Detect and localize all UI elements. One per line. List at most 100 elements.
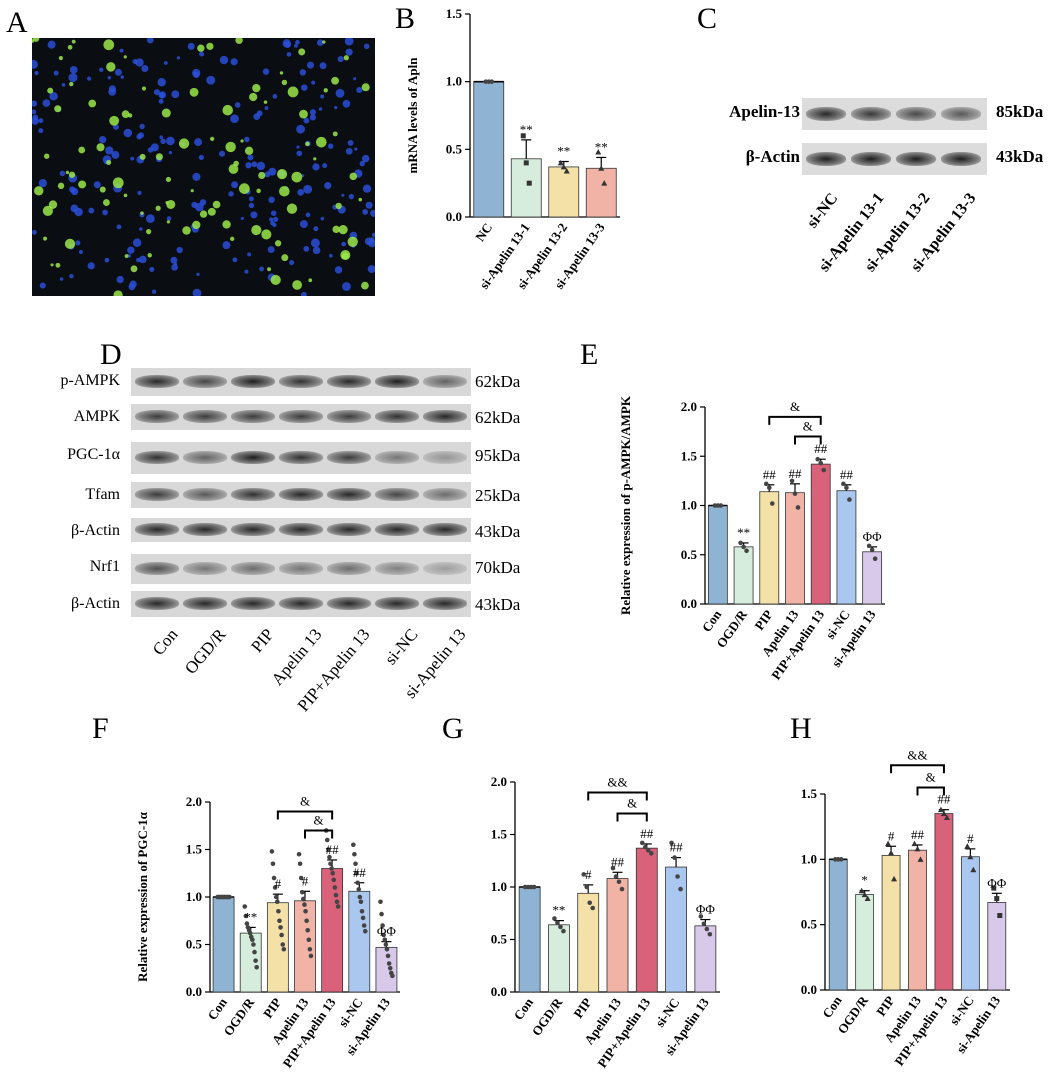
bar xyxy=(294,900,316,993)
blot-kda-label: 43kDa xyxy=(996,147,1044,166)
data-point xyxy=(847,497,852,502)
nucleus-dot xyxy=(69,273,74,279)
marker-dot xyxy=(209,136,215,142)
nucleus-dot xyxy=(282,39,291,48)
nucleus-dot xyxy=(324,182,332,190)
marker-dot xyxy=(361,83,370,92)
data-point xyxy=(885,840,892,847)
blot-band xyxy=(851,152,891,166)
nucleus-dot xyxy=(47,40,56,49)
nucleus-dot xyxy=(141,65,149,73)
marker-dot xyxy=(155,205,161,211)
nucleus-dot xyxy=(139,255,147,264)
blot-band xyxy=(327,451,371,464)
x-tick-label: Con xyxy=(511,994,537,1022)
data-point xyxy=(359,908,365,914)
y-tick-label: 1.0 xyxy=(801,851,817,866)
nucleus-dot xyxy=(348,193,355,200)
marker-dot xyxy=(64,238,76,250)
data-point xyxy=(639,840,645,846)
marker-dot xyxy=(212,200,221,209)
nucleus-dot xyxy=(371,232,375,238)
nucleus-dot xyxy=(149,266,155,272)
y-tick-label: 0.0 xyxy=(681,596,697,611)
blot-band xyxy=(279,523,323,536)
nucleus-dot xyxy=(87,76,92,81)
significance-label: ## xyxy=(670,840,684,855)
bar xyxy=(548,924,570,993)
nucleus-dot xyxy=(198,154,204,161)
nucleus-dot xyxy=(342,99,351,108)
nucleus-dot xyxy=(359,160,365,167)
blot-band xyxy=(375,488,419,501)
nucleus-dot xyxy=(59,170,66,177)
blot-row-label: PGC-1α xyxy=(67,446,120,463)
nucleus-dot xyxy=(114,68,122,76)
blot-band xyxy=(423,523,467,536)
marker-dot xyxy=(166,220,171,224)
bar xyxy=(239,932,262,993)
comparison-bracket xyxy=(276,810,334,820)
nucleus-dot xyxy=(159,135,164,140)
blot-band xyxy=(423,375,467,388)
data-point xyxy=(552,916,557,921)
significance-label: ΦΦ xyxy=(863,529,883,544)
data-point xyxy=(994,896,1000,902)
marker-dot xyxy=(299,109,308,119)
data-point xyxy=(333,892,339,898)
y-tick-label: 1.5 xyxy=(446,6,463,21)
nucleus-dot xyxy=(310,238,320,248)
nucleus-dot xyxy=(259,266,264,272)
y-tick-label: 2.0 xyxy=(491,774,507,789)
blot-band xyxy=(327,375,371,388)
nucleus-dot xyxy=(199,51,205,57)
bar xyxy=(759,491,780,605)
marker-dot xyxy=(43,236,48,241)
blot-band xyxy=(941,152,981,166)
nucleus-dot xyxy=(130,156,135,161)
nucleus-dot xyxy=(192,172,201,181)
blot-row-label: Nrf1 xyxy=(89,558,120,575)
marker-dot xyxy=(251,225,262,236)
nucleus-dot xyxy=(132,238,142,247)
comparison-bracket xyxy=(768,415,822,425)
marker-dot xyxy=(228,164,239,174)
nucleus-dot xyxy=(32,114,39,121)
nucleus-dot xyxy=(240,216,244,221)
nucleus-dot xyxy=(244,269,249,274)
marker-dot xyxy=(124,254,129,258)
marker-dot xyxy=(323,88,328,93)
significance-label: * xyxy=(861,873,868,888)
blot-band xyxy=(279,375,323,388)
comparison-bracket xyxy=(616,812,648,822)
y-tick-label: 0.0 xyxy=(801,982,817,997)
marker-dot xyxy=(335,202,342,210)
blot-strip xyxy=(131,591,471,617)
significance-label: # xyxy=(302,873,309,888)
data-point xyxy=(864,895,871,902)
nucleus-dot xyxy=(248,202,255,209)
data-point xyxy=(610,865,616,871)
blot-band xyxy=(279,597,323,610)
marker-dot xyxy=(313,157,317,161)
marker-dot xyxy=(34,186,44,196)
x-tick-label: NC xyxy=(472,220,495,244)
significance-label: # xyxy=(967,831,974,846)
nucleus-dot xyxy=(166,136,175,146)
nucleus-dot xyxy=(256,161,266,171)
y-tick-label: 0.5 xyxy=(446,141,463,156)
blot-band xyxy=(279,410,323,423)
data-point xyxy=(269,849,275,854)
data-point xyxy=(997,913,1003,919)
blot-band xyxy=(135,410,179,423)
data-point xyxy=(869,547,875,553)
data-point xyxy=(271,875,277,881)
significance-label: ## xyxy=(640,826,654,841)
nucleus-dot xyxy=(312,163,320,171)
nucleus-dot xyxy=(222,241,231,250)
blot-row-label: β-Actin xyxy=(745,147,800,166)
bracket-label: & xyxy=(627,796,637,811)
marker-dot xyxy=(109,115,120,126)
nucleus-dot xyxy=(365,201,373,209)
